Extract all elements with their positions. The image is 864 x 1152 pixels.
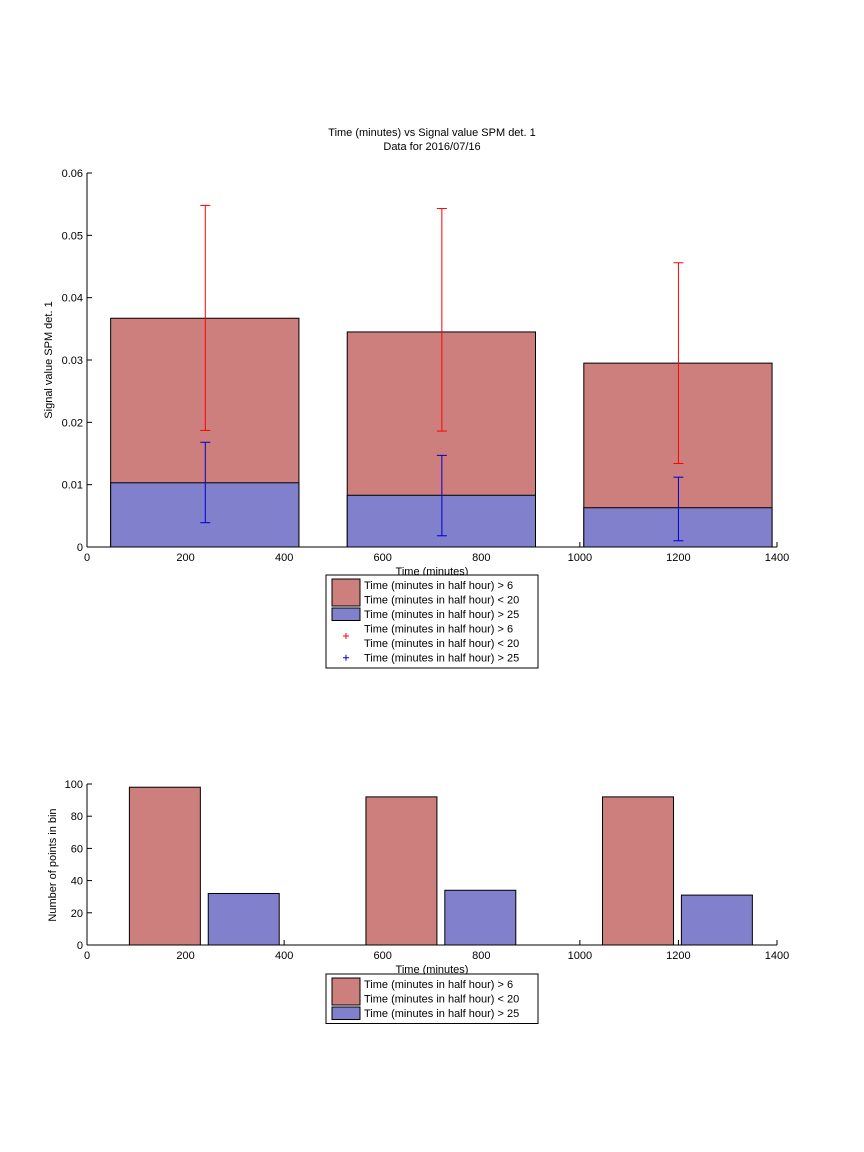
bar-series-1 [128,786,201,946]
legend-label: Time (minutes in half hour) > 25 [364,609,519,621]
y-tick-label: 0.02 [62,417,83,429]
chart1-plot-area: 0 200 400 600 800 1000 1200 1400 0 0.01 0.02 0.03 0.… [62,168,790,564]
legend-label: Time (minutes in half hour) > 6 Time (min… [364,580,519,607]
bar-series-2 [444,889,517,946]
legend-swatch [331,578,361,607]
x-tick-label: 600 [374,552,392,564]
x-tick-label: 1200 [666,552,690,564]
y-tick-label: 100 [65,779,83,791]
y-tick-label: 0 [77,940,83,952]
y-tick-label: 0.04 [62,293,83,305]
x-tick-label: 1000 [568,552,592,564]
legend-label: Time (minutes in half hour) > 6 Time (min… [364,979,519,1006]
legend-label: Time (minutes in half hour) > 25 [364,653,519,665]
chart2-xlabel: Time (minutes) [396,964,469,976]
x-tick-label: 1400 [765,950,789,962]
x-tick-label: 1200 [666,950,690,962]
x-tick-label: 600 [374,950,392,962]
y-tick-label: 80 [71,811,83,823]
legend-box [325,574,539,669]
legend-swatch [331,1006,361,1020]
bar-series-1 [365,796,438,946]
bar-series-2 [207,892,280,946]
y-tick-label: 20 [71,908,83,920]
y-tick-label: 0 [77,542,83,554]
legend-label: Time (minutes in half hour) > 25 [364,1008,519,1020]
y-tick-label: 0.06 [62,168,83,180]
chart2-legend: Time (minutes in half hour) > 6 Time (min… [325,973,539,1024]
y-tick-label: 0.03 [62,355,83,367]
x-tick-label: 1400 [765,552,789,564]
y-tick-label: 0.01 [62,480,83,492]
x-tick-label: 200 [176,552,194,564]
chart1-title: Time (minutes) vs Signal value SPM det. … [328,127,535,139]
y-tick-label: 0.05 [62,230,83,242]
chart2-ylabel: Number of points in bin [47,808,59,921]
chart1-ylabel: Signal value SPM det. 1 [43,301,55,418]
x-tick-label: 200 [176,950,194,962]
chart1-subtitle: Data for 2016/07/16 [383,141,480,153]
x-tick-label: 800 [472,552,490,564]
bar-series-2 [680,894,753,946]
bar-series-1 [602,796,674,946]
legend-box [325,973,539,1024]
chart1-legend: Time (minutes in half hour) > 6 Time (min… [325,574,539,669]
x-tick-label: 1000 [568,950,592,962]
y-tick-label: 60 [71,843,83,855]
x-tick-label: 800 [472,950,490,962]
x-tick-label: 400 [275,950,293,962]
chart2-plot-area: 0 200 400 600 800 1000 1200 1400 0 20 40 60 80 100 [65,779,790,962]
legend-label: Time (minutes in half hour) > 6 Time (min… [364,624,519,651]
legend-swatch [331,607,361,621]
legend-swatch [331,977,361,1006]
x-tick-label: 0 [84,552,90,564]
x-tick-label: 400 [275,552,293,564]
y-tick-label: 40 [71,876,83,888]
x-tick-label: 0 [84,950,90,962]
